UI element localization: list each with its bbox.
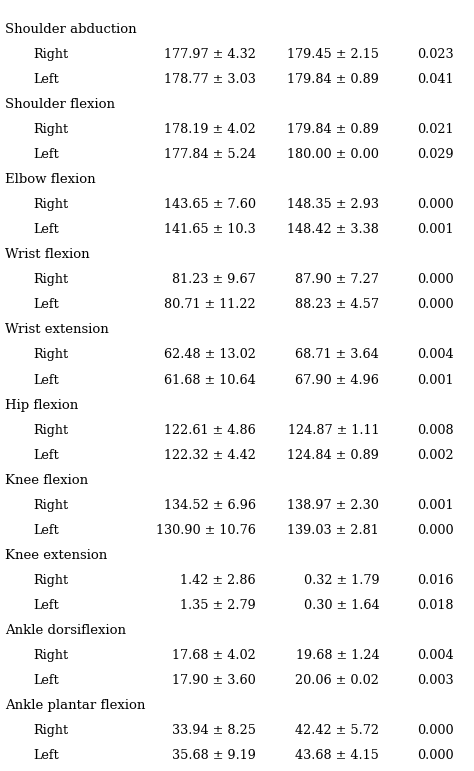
Text: 0.021: 0.021: [417, 123, 454, 136]
Text: 33.94 ± 8.25: 33.94 ± 8.25: [172, 724, 256, 737]
Text: Left: Left: [33, 223, 59, 236]
Text: 138.97 ± 2.30: 138.97 ± 2.30: [287, 499, 379, 512]
Text: Hip flexion: Hip flexion: [5, 399, 78, 412]
Text: Right: Right: [33, 574, 68, 587]
Text: Left: Left: [33, 749, 59, 763]
Text: Right: Right: [33, 348, 68, 362]
Text: 179.45 ± 2.15: 179.45 ± 2.15: [287, 48, 379, 61]
Text: 88.23 ± 4.57: 88.23 ± 4.57: [295, 298, 379, 311]
Text: 43.68 ± 4.15: 43.68 ± 4.15: [295, 749, 379, 763]
Text: 17.90 ± 3.60: 17.90 ± 3.60: [172, 674, 256, 687]
Text: 141.65 ± 10.3: 141.65 ± 10.3: [164, 223, 256, 236]
Text: 0.003: 0.003: [417, 674, 454, 687]
Text: 178.19 ± 4.02: 178.19 ± 4.02: [164, 123, 256, 136]
Text: Left: Left: [33, 298, 59, 311]
Text: 148.42 ± 3.38: 148.42 ± 3.38: [287, 223, 379, 236]
Text: Left: Left: [33, 599, 59, 612]
Text: 124.84 ± 0.89: 124.84 ± 0.89: [287, 449, 379, 462]
Text: 0.32 ± 1.79: 0.32 ± 1.79: [303, 574, 379, 587]
Text: 61.68 ± 10.64: 61.68 ± 10.64: [164, 373, 256, 386]
Text: 0.023: 0.023: [417, 48, 454, 61]
Text: 0.000: 0.000: [417, 524, 454, 537]
Text: 0.001: 0.001: [417, 373, 454, 386]
Text: 80.71 ± 11.22: 80.71 ± 11.22: [164, 298, 256, 311]
Text: Knee flexion: Knee flexion: [5, 473, 88, 487]
Text: Shoulder flexion: Shoulder flexion: [5, 98, 115, 111]
Text: 1.42 ± 2.86: 1.42 ± 2.86: [180, 574, 256, 587]
Text: 68.71 ± 3.64: 68.71 ± 3.64: [295, 348, 379, 362]
Text: Left: Left: [33, 674, 59, 687]
Text: 0.000: 0.000: [417, 273, 454, 286]
Text: Left: Left: [33, 72, 59, 86]
Text: 0.008: 0.008: [417, 423, 454, 436]
Text: 0.000: 0.000: [417, 749, 454, 763]
Text: 139.03 ± 2.81: 139.03 ± 2.81: [287, 524, 379, 537]
Text: 0.016: 0.016: [417, 574, 454, 587]
Text: Elbow flexion: Elbow flexion: [5, 173, 95, 186]
Text: 0.000: 0.000: [417, 198, 454, 211]
Text: 148.35 ± 2.93: 148.35 ± 2.93: [287, 198, 379, 211]
Text: 35.68 ± 9.19: 35.68 ± 9.19: [172, 749, 256, 763]
Text: 0.001: 0.001: [417, 499, 454, 512]
Text: 20.06 ± 0.02: 20.06 ± 0.02: [295, 674, 379, 687]
Text: 0.30 ± 1.64: 0.30 ± 1.64: [303, 599, 379, 612]
Text: Left: Left: [33, 449, 59, 462]
Text: 130.90 ± 10.76: 130.90 ± 10.76: [156, 524, 256, 537]
Text: Right: Right: [33, 499, 68, 512]
Text: 0.000: 0.000: [417, 298, 454, 311]
Text: 0.001: 0.001: [417, 223, 454, 236]
Text: 179.84 ± 0.89: 179.84 ± 0.89: [287, 123, 379, 136]
Text: 178.77 ± 3.03: 178.77 ± 3.03: [164, 72, 256, 86]
Text: 0.041: 0.041: [417, 72, 454, 86]
Text: Wrist flexion: Wrist flexion: [5, 248, 90, 261]
Text: Right: Right: [33, 198, 68, 211]
Text: 177.84 ± 5.24: 177.84 ± 5.24: [164, 148, 256, 161]
Text: 179.84 ± 0.89: 179.84 ± 0.89: [287, 72, 379, 86]
Text: Left: Left: [33, 524, 59, 537]
Text: 122.32 ± 4.42: 122.32 ± 4.42: [164, 449, 256, 462]
Text: 177.97 ± 4.32: 177.97 ± 4.32: [164, 48, 256, 61]
Text: Right: Right: [33, 649, 68, 662]
Text: 81.23 ± 9.67: 81.23 ± 9.67: [172, 273, 256, 286]
Text: 42.42 ± 5.72: 42.42 ± 5.72: [295, 724, 379, 737]
Text: Ankle dorsiflexion: Ankle dorsiflexion: [5, 624, 126, 637]
Text: 0.018: 0.018: [417, 599, 454, 612]
Text: 122.61 ± 4.86: 122.61 ± 4.86: [164, 423, 256, 436]
Text: 87.90 ± 7.27: 87.90 ± 7.27: [295, 273, 379, 286]
Text: 62.48 ± 13.02: 62.48 ± 13.02: [164, 348, 256, 362]
Text: Right: Right: [33, 273, 68, 286]
Text: Right: Right: [33, 423, 68, 436]
Text: 19.68 ± 1.24: 19.68 ± 1.24: [296, 649, 379, 662]
Text: Left: Left: [33, 148, 59, 161]
Text: 1.35 ± 2.79: 1.35 ± 2.79: [180, 599, 256, 612]
Text: 0.000: 0.000: [417, 724, 454, 737]
Text: 124.87 ± 1.11: 124.87 ± 1.11: [288, 423, 379, 436]
Text: 0.029: 0.029: [417, 148, 454, 161]
Text: Right: Right: [33, 724, 68, 737]
Text: 0.004: 0.004: [417, 649, 454, 662]
Text: 134.52 ± 6.96: 134.52 ± 6.96: [164, 499, 256, 512]
Text: Right: Right: [33, 123, 68, 136]
Text: 143.65 ± 7.60: 143.65 ± 7.60: [164, 198, 256, 211]
Text: 180.00 ± 0.00: 180.00 ± 0.00: [287, 148, 379, 161]
Text: Left: Left: [33, 373, 59, 386]
Text: 17.68 ± 4.02: 17.68 ± 4.02: [172, 649, 256, 662]
Text: 67.90 ± 4.96: 67.90 ± 4.96: [295, 373, 379, 386]
Text: 0.002: 0.002: [417, 449, 454, 462]
Text: Shoulder abduction: Shoulder abduction: [5, 22, 137, 35]
Text: Knee extension: Knee extension: [5, 549, 107, 562]
Text: Right: Right: [33, 48, 68, 61]
Text: Ankle plantar flexion: Ankle plantar flexion: [5, 699, 145, 712]
Text: Wrist extension: Wrist extension: [5, 323, 109, 336]
Text: 0.004: 0.004: [417, 348, 454, 362]
